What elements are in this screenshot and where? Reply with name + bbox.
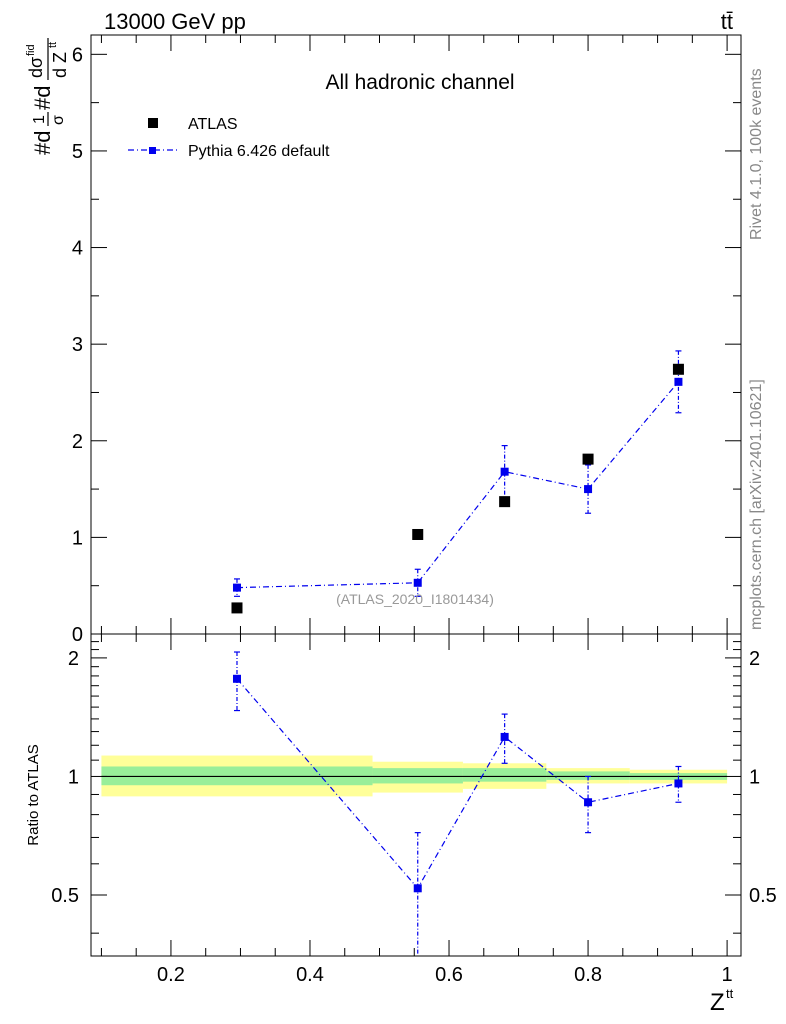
ratio-band-inner	[372, 768, 463, 784]
watermark: (ATLAS_2020_I1801434)	[336, 591, 494, 607]
pythia-line	[236, 381, 679, 589]
legend: ATLAS Pythia 6.426 default	[128, 116, 330, 160]
ratio-xtick-label: 1	[722, 964, 733, 986]
ratio-xtick-label: 0.6	[435, 964, 463, 986]
process-label: tt̄	[721, 9, 733, 34]
ratio-data	[232, 651, 683, 956]
main-ytick-label: 5	[72, 141, 83, 163]
xlabel-main: Z	[710, 989, 725, 1016]
ratio-pythia-point	[413, 884, 422, 893]
ratio-frame	[90, 633, 742, 957]
main-ytick-label: 1	[72, 527, 83, 549]
ratio-ytick-label-left: 1	[68, 766, 79, 788]
ratio-pythia-point	[232, 674, 241, 683]
ratio-pythia-point	[674, 779, 683, 788]
ratio-pythia-point	[584, 798, 593, 807]
energy-label: 13000 GeV pp	[104, 9, 246, 34]
ylabel-part-8: tt	[47, 42, 59, 48]
ratio-ytick-label-right: 1	[749, 766, 760, 788]
main-ticks: 0 1 2 3 4 5 6	[72, 35, 741, 646]
ylabel-part-2: 1	[31, 115, 48, 124]
legend-pythia-label: Pythia 6.426 default	[188, 143, 330, 160]
ratio-panel: 0.5 0.5 1 1 2 2 0.2 0.4 0.6 0.8 1 Ratio to ATLAS Z…	[25, 633, 777, 1016]
ratio-pythia-point	[500, 732, 509, 741]
ylabel-part-3: σ	[50, 115, 67, 125]
ratio-ytick-label-left: 0.5	[51, 885, 79, 907]
main-ytick-label: 0	[72, 624, 83, 646]
pythia-point	[500, 467, 509, 476]
ylabel-part-1: #d	[30, 131, 55, 155]
main-ytick-label: 3	[72, 334, 83, 356]
main-panel: 0 1 2 3 4 5 6 All hadronic channel (ATLAS_2020…	[25, 34, 742, 646]
source-label: mcplots.cern.ch [arXiv:2401.10621]	[748, 379, 765, 630]
pythia-point	[232, 583, 241, 592]
ratio-ytick-label-right: 2	[749, 648, 760, 670]
ylabel-part-6: fid	[25, 44, 37, 56]
ratio-ytick-label-right: 0.5	[749, 885, 777, 907]
legend-atlas-marker	[148, 118, 158, 128]
ratio-ylabel: Ratio to ATLAS	[25, 744, 42, 845]
main-ytick-label: 4	[72, 238, 83, 260]
ratio-xtick-label: 0.8	[574, 964, 602, 986]
ratio-xtick-label: 0.2	[157, 964, 185, 986]
ratio-ytick-label-left: 2	[68, 648, 79, 670]
legend-atlas-label: ATLAS	[188, 116, 238, 133]
main-title: All hadronic channel	[325, 71, 514, 94]
ratio-band-inner	[462, 768, 547, 782]
atlas-point	[582, 453, 594, 465]
atlas-point	[499, 496, 511, 508]
ratio-bands	[101, 755, 728, 797]
main-ytick-label: 6	[72, 44, 83, 66]
ratio-ticks: 0.5 0.5 1 1 2 2 0.2 0.4 0.6 0.8 1	[51, 634, 777, 986]
atlas-point	[412, 528, 424, 540]
pythia-point	[413, 578, 422, 587]
ratio-band-inner	[546, 771, 630, 780]
atlas-point	[672, 363, 684, 375]
atlas-point	[231, 602, 243, 614]
ylabel-part-5: dσ	[26, 57, 46, 78]
pythia-point	[584, 485, 593, 494]
rivet-label: Rivet 4.1.0, 100k events	[748, 68, 765, 240]
main-data	[231, 350, 684, 614]
legend-pythia-marker	[149, 147, 156, 154]
main-ylabel: #d 1 σ #d dσ fid d Z tt	[25, 38, 70, 155]
xlabel-sup: tt	[726, 986, 734, 1001]
ratio-xtick-label: 0.4	[296, 964, 324, 986]
xlabel: Z tt	[710, 986, 734, 1016]
ylabel-part-4: #d	[30, 86, 55, 110]
ylabel-part-7: d Z	[50, 52, 70, 78]
main-ytick-label: 2	[72, 431, 83, 453]
pythia-point	[674, 377, 683, 386]
